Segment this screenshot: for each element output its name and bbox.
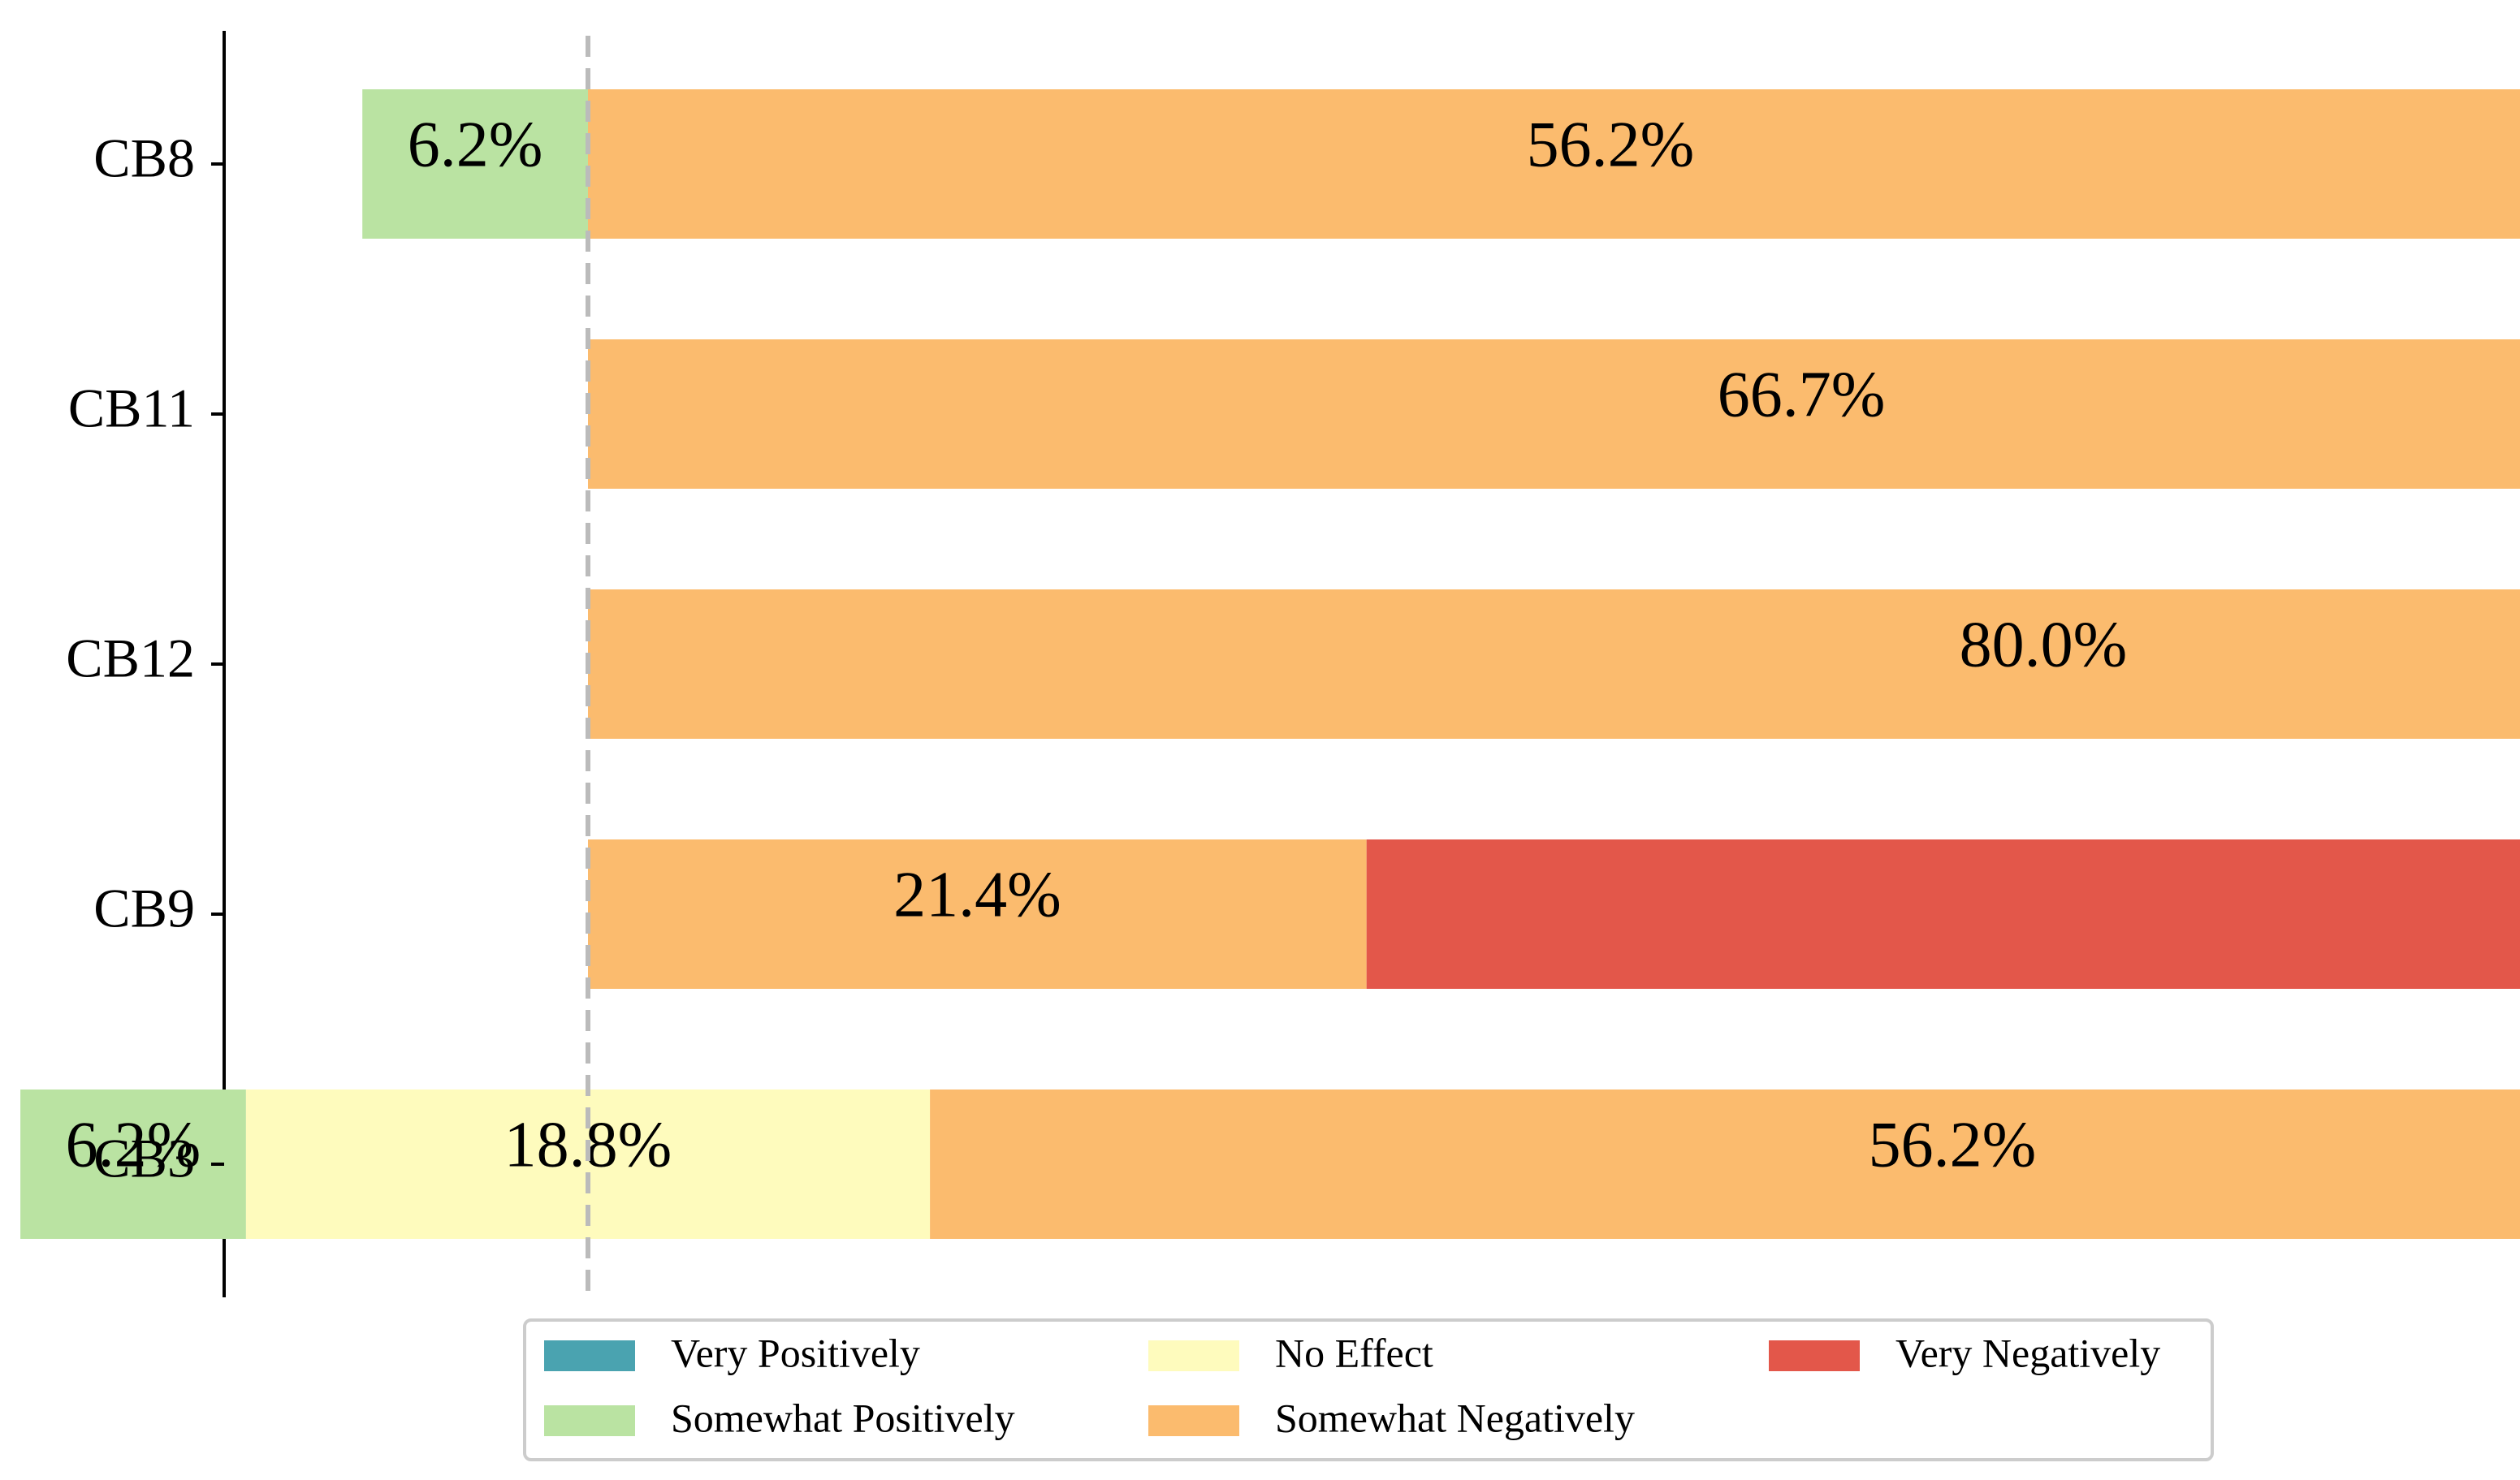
- legend-label-somewhat-positively: Somewhat Positively: [671, 1395, 1015, 1440]
- bar-label-cb8-somewhat-positively: 6.2%: [408, 109, 543, 180]
- y-tick-label-cb12: CB12: [66, 628, 195, 689]
- legend-swatch-somewhat-negatively: [1148, 1405, 1239, 1436]
- legend-label-very-negatively: Very Negatively: [1895, 1330, 2160, 1375]
- legend-label-very-positively: Very Positively: [671, 1330, 920, 1375]
- legend-swatch-somewhat-positively: [544, 1405, 635, 1436]
- legend-swatch-no-effect: [1148, 1340, 1239, 1371]
- y-tick-label-cb3: CB3: [93, 1128, 195, 1189]
- bar-label-cb11-somewhat-negatively: 66.7%: [1718, 359, 1886, 430]
- bar-segment-cb3-somewhat-negatively: [930, 1090, 2520, 1239]
- bar-label-cb3-somewhat-positively: 6.2%: [66, 1109, 201, 1180]
- y-tick-label-cb11: CB11: [68, 378, 195, 439]
- legend-label-somewhat-negatively: Somewhat Negatively: [1275, 1395, 1635, 1440]
- bar-segment-cb12-somewhat-negatively: [588, 589, 2520, 739]
- bar-segment-cb8-somewhat-negatively: [588, 89, 2520, 239]
- bar-segment-cb9-very-negatively: [1366, 839, 2520, 989]
- y-tick-label-cb9: CB9: [93, 878, 195, 939]
- legend-label-no-effect: No Effect: [1275, 1330, 1433, 1375]
- bar-label-cb3-somewhat-negatively: 56.2%: [1869, 1109, 2037, 1180]
- legend-swatch-very-negatively: [1769, 1340, 1860, 1371]
- bar-segment-cb9-somewhat-negatively: [588, 839, 1367, 989]
- legend-swatch-very-positively: [544, 1340, 635, 1371]
- bar-segment-cb8-somewhat-positively: [362, 89, 588, 239]
- bar-label-cb12-somewhat-negatively: 80.0%: [1960, 609, 2128, 680]
- bar-label-cb9-somewhat-negatively: 21.4%: [893, 859, 1061, 930]
- bar-segment-cb3-somewhat-positively: [20, 1090, 246, 1239]
- bar-label-cb8-somewhat-negatively: 56.2%: [1527, 109, 1695, 180]
- y-tick-label-cb8: CB8: [93, 127, 195, 189]
- bar-segment-cb11-somewhat-negatively: [588, 339, 2520, 489]
